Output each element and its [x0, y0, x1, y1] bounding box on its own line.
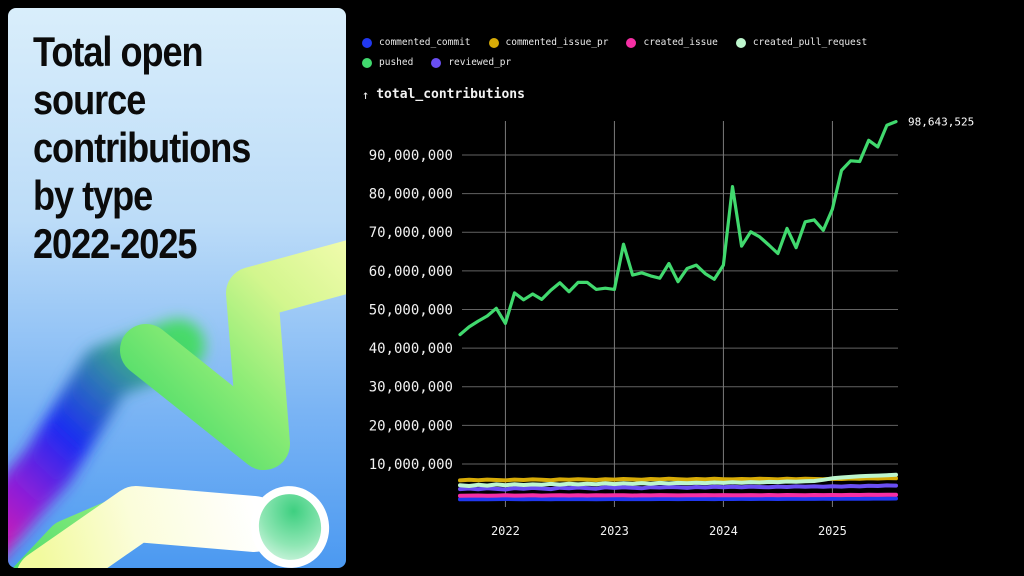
chart-legend: commented_commit commented_issue_pr create…	[362, 37, 867, 68]
legend-item-pushed: pushed	[362, 57, 413, 68]
legend-row-2: pushed reviewed_pr	[362, 57, 867, 68]
ribbon-tube	[18, 486, 330, 568]
title-panel: Total open source contributions by type …	[8, 8, 346, 568]
legend-label: pushed	[379, 57, 414, 68]
series-line-commented_commit	[458, 496, 898, 502]
y-axis-tick-label: 70,000,000	[369, 225, 453, 241]
legend-label: created_issue	[643, 37, 718, 48]
series-line-pushed	[458, 119, 898, 337]
decorative-ribbons	[8, 240, 346, 568]
legend-dot-commented_issue_pr	[488, 37, 499, 48]
legend-label: commented_issue_pr	[505, 37, 609, 48]
x-axis-tick-label: 2023	[600, 524, 629, 538]
plot-svg: 10,000,000 20,000,000 30,000,000 40,000,000…	[369, 116, 975, 538]
last-value-annotation: 98,643,525	[908, 116, 974, 129]
legend-dot-pushed	[362, 57, 372, 68]
chart-heading-label: total_contributions	[376, 87, 525, 102]
y-axis-tick-label: 20,000,000	[369, 418, 453, 434]
legend-label: commented_commit	[379, 37, 471, 48]
x-axis-tick-label: 2022	[491, 524, 520, 538]
x-axis-tick-label: 2025	[818, 524, 847, 538]
legend-row-1: commented_commit commented_issue_pr create…	[362, 37, 867, 48]
legend-dot-commented_commit	[362, 37, 372, 48]
y-axis-tick-label: 60,000,000	[369, 264, 453, 280]
y-axis-tick-label: 10,000,000	[369, 457, 453, 473]
chart-panel: commented_commit commented_issue_pr create…	[352, 0, 1024, 576]
legend-item-created_issue: created_issue	[626, 37, 718, 48]
y-axis-tick-label: 30,000,000	[369, 380, 453, 396]
legend-item-reviewed_pr: reviewed_pr	[431, 57, 511, 68]
tube-end-cap	[250, 486, 330, 568]
up-arrow-icon: ↑	[362, 87, 370, 102]
y-axis-tick-label: 90,000,000	[369, 148, 453, 164]
series-line-created_issue	[458, 492, 898, 498]
series-line-created_pull_request	[458, 472, 898, 488]
y-axis-tick-label: 40,000,000	[369, 341, 453, 357]
legend-dot-created_pull_request	[735, 37, 746, 48]
legend-label: created_pull_request	[752, 37, 868, 48]
page-title: Total open source contributions by type …	[33, 28, 251, 267]
y-axis-tick-label: 50,000,000	[369, 302, 453, 318]
x-axis-tick-label: 2024	[709, 524, 738, 538]
legend-label: reviewed_pr	[448, 57, 512, 68]
legend-dot-reviewed_pr	[431, 57, 442, 68]
legend-item-created_pull_request: created_pull_request	[735, 37, 868, 48]
ribbon-zigzag	[120, 240, 346, 470]
series-line-reviewed_pr	[458, 483, 898, 492]
y-axis-tick-label: 80,000,000	[369, 187, 453, 203]
chart-heading: ↑ total_contributions	[362, 87, 525, 102]
legend-item-commented_commit: commented_commit	[362, 37, 471, 48]
legend-dot-created_issue	[626, 37, 637, 48]
legend-item-commented_issue_pr: commented_issue_pr	[488, 37, 609, 48]
